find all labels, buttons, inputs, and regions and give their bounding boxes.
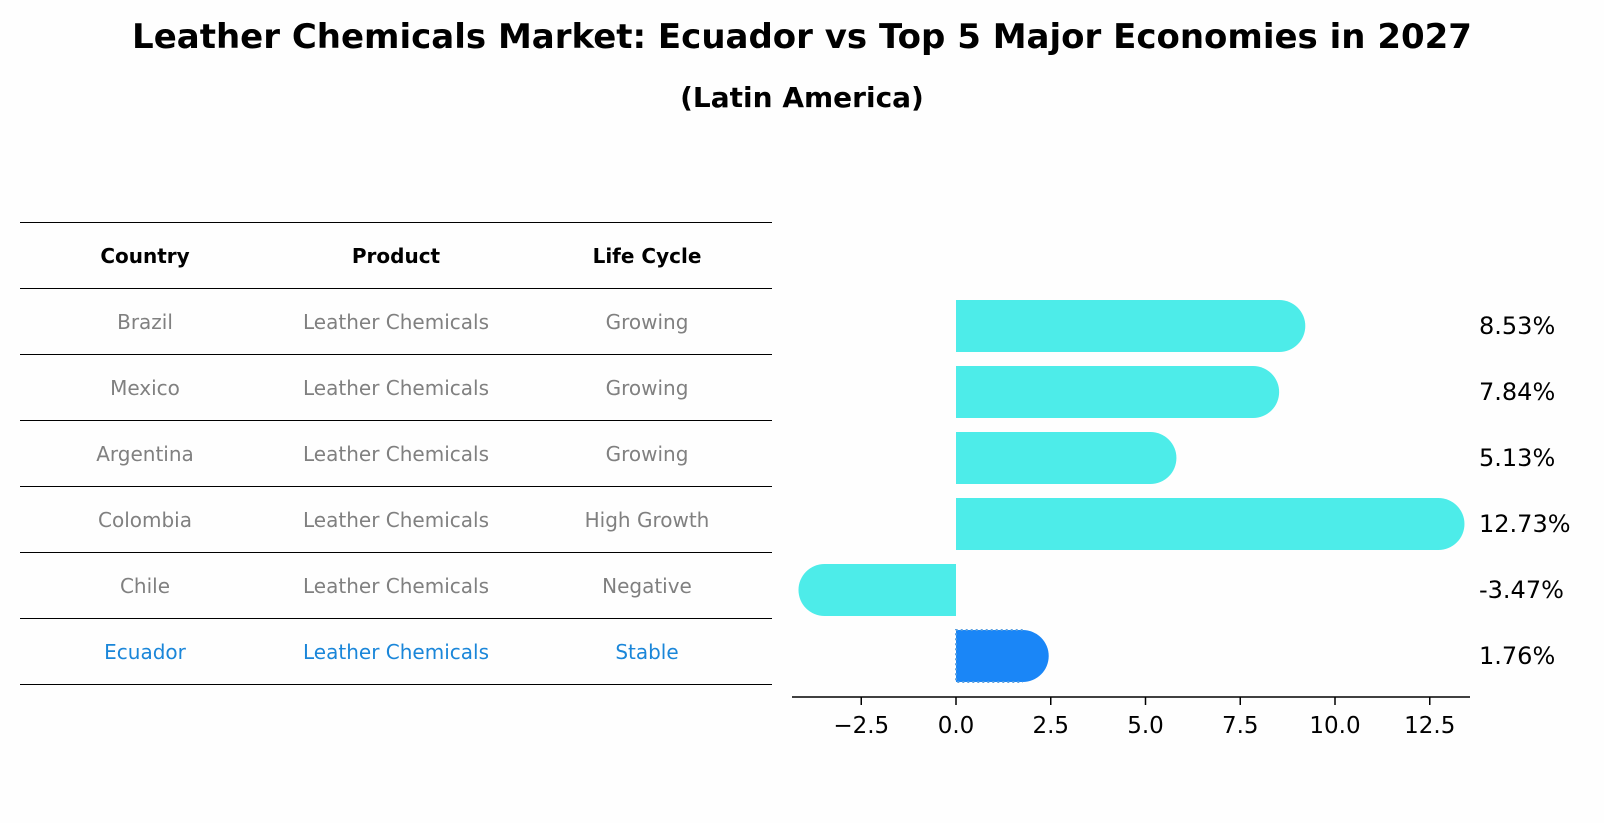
- bar-ecuador: [956, 630, 1049, 682]
- x-tick-label: 0.0: [938, 713, 975, 739]
- data-label-colombia: 12.73%: [1479, 510, 1571, 538]
- cell-life-cycle: High Growth: [584, 507, 710, 532]
- table-row-highlighted: Ecuador Leather Chemicals Stable: [20, 619, 772, 685]
- table-row: Colombia Leather Chemicals High Growth: [20, 487, 772, 553]
- x-tick-label: −2.5: [833, 713, 889, 739]
- cell-product: Leather Chemicals: [303, 639, 489, 664]
- chart-subtitle: (Latin America): [680, 81, 924, 114]
- bar-mexico: [956, 366, 1280, 418]
- x-tick-label: 10.0: [1309, 713, 1360, 739]
- cell-country: Chile: [119, 573, 171, 598]
- cell-product: Leather Chemicals: [303, 573, 489, 598]
- x-tick-label: 12.5: [1404, 713, 1455, 739]
- data-label-mexico: 7.84%: [1479, 378, 1555, 406]
- cell-country: Colombia: [98, 507, 192, 532]
- table-row: Argentina Leather Chemicals Growing: [20, 421, 772, 487]
- bar-chile: [798, 564, 956, 616]
- table-header-row: Country Product Life Cycle: [20, 223, 772, 289]
- data-label-ecuador: 1.76%: [1479, 642, 1555, 670]
- header-life-cycle: Life Cycle: [592, 243, 702, 268]
- data-label-brazil: 8.53%: [1479, 312, 1555, 340]
- cell-country: Mexico: [110, 375, 180, 400]
- table-row: Brazil Leather Chemicals Growing: [20, 289, 772, 355]
- header-country: Country: [100, 243, 190, 268]
- cell-life-cycle: Growing: [605, 441, 689, 466]
- cell-country: Argentina: [96, 441, 194, 466]
- bar-colombia: [956, 498, 1465, 550]
- bar-argentina: [956, 432, 1177, 484]
- cell-country: Brazil: [117, 309, 173, 334]
- x-tick-label: 7.5: [1222, 713, 1259, 739]
- x-tick-label: 5.0: [1127, 713, 1164, 739]
- cell-life-cycle: Growing: [605, 375, 689, 400]
- x-tick-label: 2.5: [1032, 713, 1069, 739]
- cell-product: Leather Chemicals: [303, 507, 489, 532]
- cell-product: Leather Chemicals: [303, 309, 489, 334]
- table-row: Chile Leather Chemicals Negative: [20, 553, 772, 619]
- chart-title: Leather Chemicals Market: Ecuador vs Top…: [132, 17, 1472, 57]
- data-label-argentina: 5.13%: [1479, 444, 1555, 472]
- cell-life-cycle: Growing: [605, 309, 689, 334]
- cell-product: Leather Chemicals: [303, 375, 489, 400]
- cell-country: Ecuador: [104, 639, 186, 664]
- data-label-chile: -3.47%: [1479, 576, 1564, 604]
- cell-product: Leather Chemicals: [303, 441, 489, 466]
- bar-brazil: [956, 300, 1306, 352]
- cell-life-cycle: Negative: [602, 573, 692, 598]
- header-product: Product: [351, 243, 441, 268]
- table-row: Mexico Leather Chemicals Growing: [20, 355, 772, 421]
- cell-life-cycle: Stable: [615, 639, 679, 664]
- comparison-table: Country Product Life Cycle Brazil Leathe…: [20, 222, 772, 685]
